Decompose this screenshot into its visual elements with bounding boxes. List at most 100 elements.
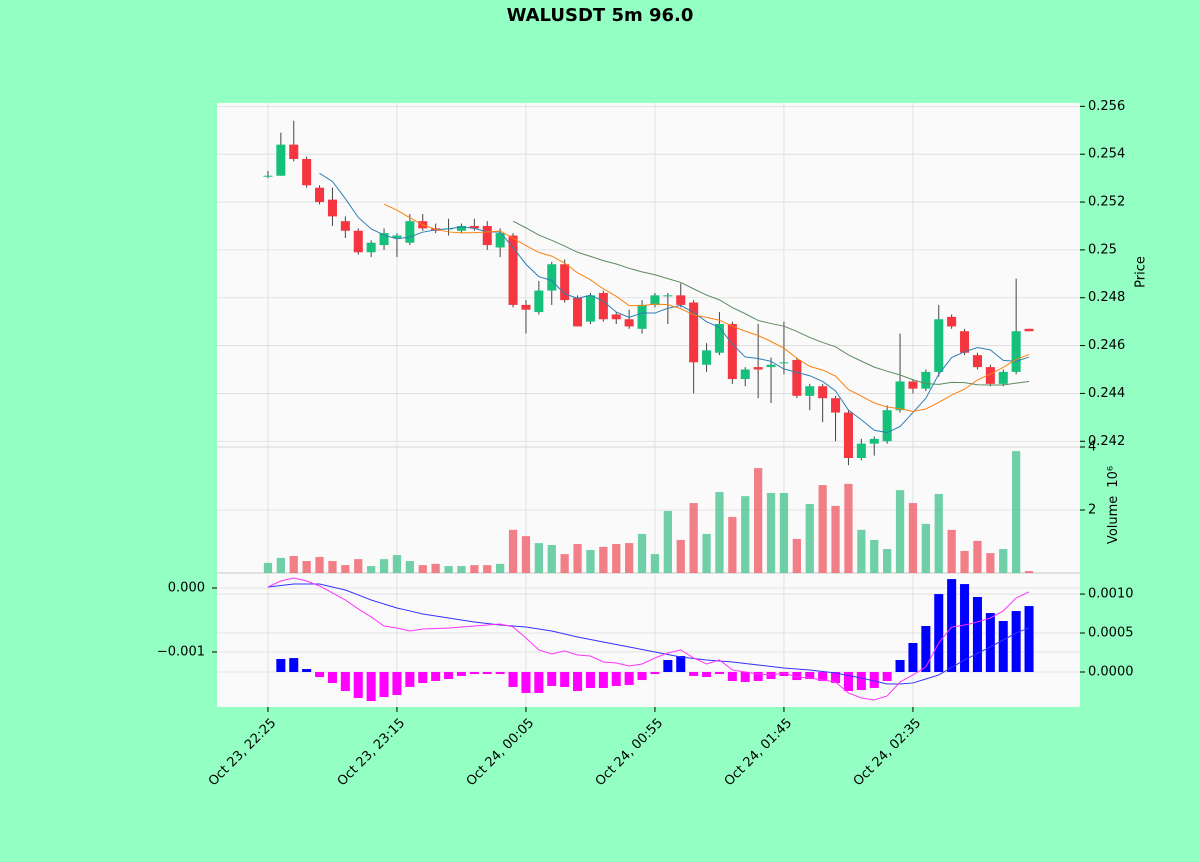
candle-body <box>805 386 815 396</box>
candle-body <box>366 242 376 253</box>
candle-body <box>392 235 402 238</box>
volume-bar <box>405 561 414 573</box>
candle-body <box>895 381 905 411</box>
histogram-bar <box>431 671 441 681</box>
candle-body <box>843 412 853 459</box>
histogram-bar <box>521 671 531 693</box>
x-tick-label: Oct 24, 02:35 <box>851 716 924 789</box>
volume-bar <box>908 503 918 573</box>
volume-bar <box>367 566 376 573</box>
candle-body <box>611 314 621 320</box>
candle-body <box>714 324 724 353</box>
axis-offset: 10⁶ <box>1106 466 1121 488</box>
histogram-bar <box>611 671 621 686</box>
histogram-bar <box>508 671 518 687</box>
y-axis-label: Volume <box>1106 496 1121 544</box>
macd-line <box>267 577 1030 701</box>
histogram-bar <box>998 621 1008 672</box>
volume-bar <box>508 529 518 573</box>
volume-bar <box>625 543 634 573</box>
volume-bar <box>792 538 801 573</box>
histogram-bar <box>714 671 724 675</box>
volume-bar <box>960 550 969 573</box>
candle-body <box>934 319 944 372</box>
volume-bar <box>341 565 350 573</box>
candle-body <box>560 264 570 301</box>
volume-bar <box>754 468 763 573</box>
histogram-bar <box>534 671 544 693</box>
histogram-bar <box>921 626 931 672</box>
candle-body <box>753 367 763 370</box>
chart-title: WALUSDT 5m 96.0 <box>507 5 694 26</box>
histogram-bar <box>792 671 802 681</box>
volume-bar <box>844 483 853 573</box>
histogram-bar <box>947 579 957 672</box>
volume-bar <box>483 565 492 573</box>
volume-bar <box>586 550 595 573</box>
volume-bar <box>637 533 647 573</box>
histogram-bar <box>624 671 634 686</box>
histogram-bar <box>1011 611 1021 672</box>
histogram-bar <box>585 671 595 688</box>
volume-bar <box>534 543 543 573</box>
volume-axis-label: Volume 10⁶ <box>1106 466 1121 544</box>
histogram-bar <box>766 671 776 680</box>
histogram-bar <box>882 671 892 681</box>
candle-body <box>547 264 557 291</box>
volume-bar <box>392 555 402 573</box>
candle-body <box>856 443 866 459</box>
candle-body <box>263 175 273 177</box>
volume-bar <box>444 566 453 573</box>
candle-body <box>1011 331 1021 372</box>
candle-body <box>637 304 647 329</box>
volume-bar <box>728 516 737 573</box>
candle-body <box>598 292 608 320</box>
histogram-bar <box>315 671 325 677</box>
candle-body <box>302 158 312 186</box>
macd-line <box>267 583 1030 685</box>
candle-body <box>792 359 802 396</box>
candle-body <box>327 199 337 217</box>
volume-bar <box>689 503 698 573</box>
candle-body <box>650 295 660 305</box>
candle-body <box>740 369 750 380</box>
histogram-bar <box>689 671 699 676</box>
moving-average-line <box>512 220 1030 386</box>
histogram-bar <box>1024 606 1034 672</box>
candle-body <box>340 221 350 231</box>
volume-bar <box>818 485 827 573</box>
histogram-bar <box>444 671 454 680</box>
y-tick-label: 2 <box>1088 503 1096 518</box>
candle-body <box>908 381 918 389</box>
x-tick-label: Oct 23, 22:25 <box>206 716 279 789</box>
volume-bar <box>315 556 324 573</box>
candle-body <box>534 290 544 313</box>
y-tick-label: 0.000 <box>168 580 205 595</box>
volume-bar <box>947 529 956 573</box>
volume-bar <box>276 557 285 573</box>
candle-body <box>676 295 686 305</box>
volume-bar <box>857 529 866 573</box>
histogram-bar <box>663 659 673 672</box>
candle-body <box>972 355 982 368</box>
volume-bar <box>599 546 608 573</box>
candle-body <box>353 230 363 253</box>
histogram-bar <box>805 671 815 680</box>
moving-average-line <box>383 203 1030 412</box>
y-tick-label: 4 <box>1088 440 1096 455</box>
histogram-bar <box>985 613 995 672</box>
volume-bar <box>379 559 389 573</box>
marks <box>263 120 1034 701</box>
histogram-bar <box>482 671 492 675</box>
histogram-bar <box>573 671 583 692</box>
candle-body <box>289 144 299 159</box>
volume-bar <box>986 553 995 573</box>
candle-body <box>818 386 828 399</box>
volume-bar <box>418 565 427 573</box>
candle-body <box>831 398 841 413</box>
candle-body <box>585 295 595 322</box>
histogram-bar <box>456 671 466 676</box>
histogram-bar <box>934 594 944 672</box>
volume-bar <box>831 505 840 573</box>
histogram-bar <box>276 658 286 672</box>
